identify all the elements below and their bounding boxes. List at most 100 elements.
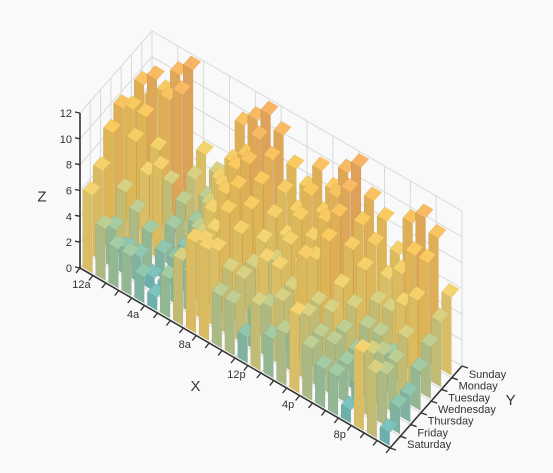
bar (108, 234, 127, 289)
z-tick-mark (74, 162, 81, 166)
y-tick-label: Saturday (407, 439, 452, 451)
x-tick-mark (204, 342, 210, 349)
bar-top-face (260, 100, 279, 116)
bar (376, 359, 396, 427)
bar (314, 354, 334, 409)
bar (353, 338, 373, 432)
bar (250, 290, 269, 372)
bar-top-face (255, 228, 274, 244)
z-tick-mark (74, 214, 81, 218)
bar-top-face (221, 257, 241, 273)
bar-top-face (126, 127, 145, 143)
y-tick-mark (420, 412, 428, 416)
y-tick-mark (451, 377, 458, 381)
bar-top-face (312, 156, 331, 172)
bar (154, 238, 174, 281)
x-tick-label: 12a (72, 279, 91, 291)
x-tick-mark (230, 357, 236, 364)
z-axis-title: Z (37, 189, 46, 206)
bar (211, 281, 230, 349)
x-tick-mark (295, 395, 301, 401)
bar-top-face (128, 198, 148, 214)
bar (159, 264, 179, 319)
bar-front-face (289, 309, 300, 394)
bar-top-face (242, 194, 261, 210)
bar-top-face (270, 254, 290, 271)
bar-top-face (353, 211, 372, 227)
bar-top-face (327, 362, 347, 378)
bar-front-face (224, 297, 235, 357)
x-tick-label: 4p (282, 399, 294, 411)
x-tick-mark (333, 417, 339, 424)
x-tick-mark (217, 350, 223, 356)
bar-top-face (239, 149, 259, 165)
x-tick-mark (269, 380, 275, 386)
bar-top-face (258, 247, 277, 263)
x-tick-label: 12p (227, 369, 245, 381)
bar-top-face (405, 241, 424, 257)
y-tick-label: Wednesday (438, 404, 496, 416)
x-tick-label: 4a (127, 309, 140, 321)
bar-top-face (95, 214, 114, 230)
x-tick-mark (152, 312, 159, 319)
bar-top-face (309, 290, 329, 306)
x-tick-mark (127, 297, 133, 304)
z-tick-label: 10 (60, 134, 72, 146)
bar-top-face (418, 248, 437, 264)
y-tick-mark (389, 447, 397, 451)
y-tick-label: Friday (417, 427, 448, 439)
bar (224, 288, 243, 357)
z-tick-mark (74, 111, 81, 114)
bar-top-face (103, 118, 122, 134)
bar-top-face (219, 199, 238, 215)
bar-top-face (286, 154, 305, 170)
y-tick-mark (441, 388, 448, 393)
x-tick-mark (165, 320, 171, 326)
bar-top-face (208, 236, 228, 252)
bar-top-face (289, 300, 308, 316)
bar (82, 180, 101, 274)
x-tick-mark (101, 282, 107, 289)
y-tick-mark (400, 435, 407, 439)
bar-top-face (281, 230, 300, 246)
bar-front-face (82, 189, 93, 274)
bar-top-face (123, 95, 142, 111)
bar (302, 333, 321, 402)
bar-front-face (353, 347, 365, 432)
bar-top-face (358, 314, 378, 330)
z-tick-label: 12 (60, 108, 72, 120)
bar-top-face (105, 215, 124, 231)
bar-top-face (195, 140, 215, 156)
bar-top-face (299, 302, 318, 318)
bar-top-face (371, 321, 390, 337)
axis-layer (74, 111, 469, 454)
bar-top-face (363, 186, 383, 202)
y-tick-mark (410, 423, 417, 428)
bar-top-face (291, 205, 310, 221)
z-tick-mark (74, 266, 81, 269)
bar-top-face (185, 227, 205, 244)
bar-top-face (345, 293, 365, 309)
bar-top-face (154, 239, 174, 255)
bar-front-face (366, 367, 377, 439)
bar-top-face (376, 206, 395, 222)
bar (366, 358, 385, 439)
x-tick-mark (256, 372, 262, 379)
z-tick-label: 2 (66, 237, 72, 249)
bar-top-face (415, 203, 434, 219)
x-tick-mark (140, 305, 146, 311)
bar-top-face (152, 155, 171, 171)
y-axis-title: Y (506, 392, 516, 409)
y-tick-label: Monday (459, 381, 499, 393)
bar-top-face (234, 264, 254, 280)
bar-top-face (275, 178, 295, 195)
bar-top-face (379, 417, 398, 434)
z-tick-label: 0 (66, 263, 72, 275)
bar-top-face (146, 65, 166, 81)
bar-top-face (162, 169, 181, 185)
x-tick-label: 8a (179, 339, 192, 351)
z-tick-mark (74, 240, 81, 243)
bar (289, 300, 308, 394)
bar-front-face (185, 236, 197, 334)
